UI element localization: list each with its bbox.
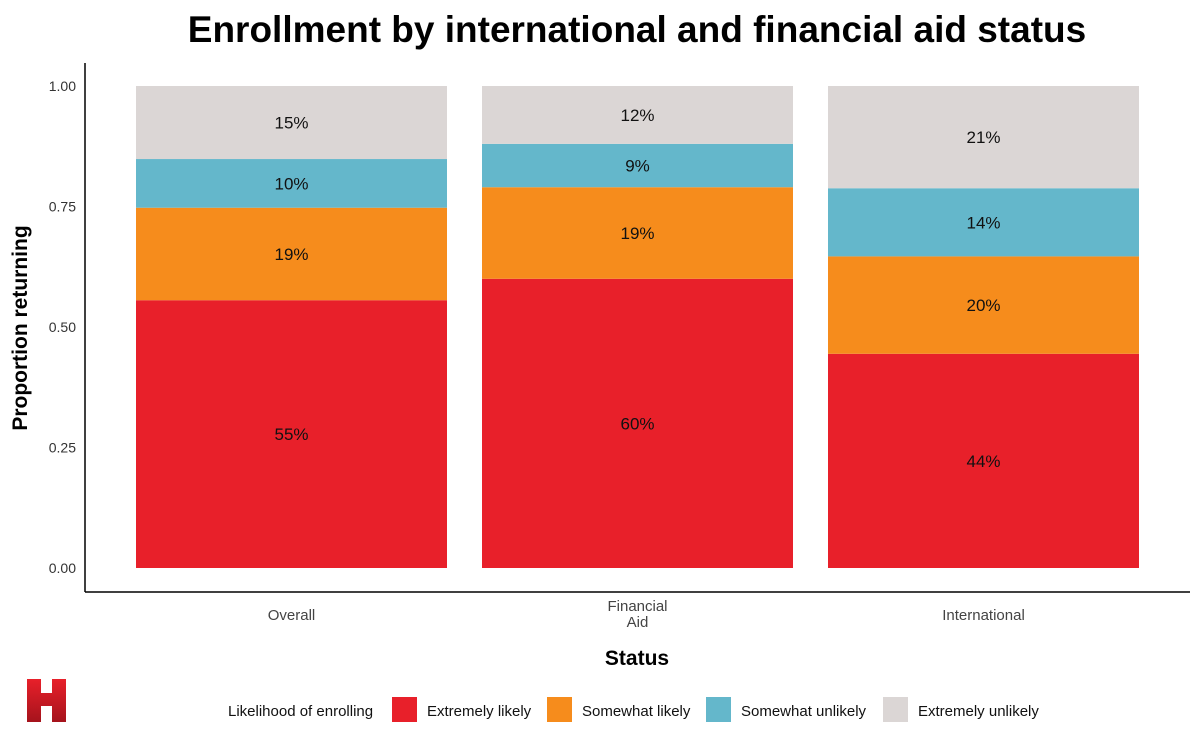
x-tick-label: International: [942, 607, 1025, 624]
bar-segment: [136, 300, 447, 568]
x-tick-label: Overall: [268, 607, 316, 624]
bar-segment: [828, 353, 1139, 568]
x-axis-title: Status: [605, 647, 669, 670]
y-tick-label: 0.00: [49, 560, 76, 576]
segment-label: 10%: [274, 174, 308, 193]
segment-label: 12%: [620, 106, 654, 125]
segment-label: 19%: [274, 245, 308, 264]
bar-segment: [828, 188, 1139, 257]
legend-title: Likelihood of enrolling: [228, 703, 373, 720]
segment-label: 15%: [274, 114, 308, 133]
bar-segment: [828, 86, 1139, 189]
legend-swatch: [392, 697, 417, 722]
y-axis-title: Proportion returning: [9, 225, 32, 430]
legend-label: Somewhat unlikely: [741, 703, 867, 720]
segment-label: 9%: [625, 157, 650, 176]
legend-swatch: [547, 697, 572, 722]
segment-label: 44%: [966, 452, 1000, 471]
segment-label: 14%: [966, 213, 1000, 232]
bar-segment: [482, 143, 793, 188]
legend-swatch: [706, 697, 731, 722]
segment-labels: 55% 19% 10% 15% 60% 19% 9% 12% 44% 20% 14% 21%: [274, 106, 1000, 471]
chart-title: Enrollment by international and financia…: [188, 9, 1086, 50]
bar-segment: [482, 278, 793, 568]
h-logo: [27, 679, 66, 722]
bar-segment: [482, 187, 793, 279]
segment-label: 20%: [966, 296, 1000, 315]
bar-segment: [136, 86, 447, 160]
y-axis-ticks: 0.00 0.25 0.50 0.75 1.00: [49, 78, 76, 576]
y-tick-label: 0.25: [49, 440, 76, 456]
y-tick-label: 0.75: [49, 199, 76, 215]
segment-label: 55%: [274, 425, 308, 444]
segment-label: 21%: [966, 128, 1000, 147]
segment-label: 19%: [620, 224, 654, 243]
legend-label: Extremely likely: [427, 703, 532, 720]
bar-segment: [136, 207, 447, 301]
bar-segment: [828, 256, 1139, 354]
bars: [136, 86, 1139, 568]
y-tick-label: 1.00: [49, 78, 76, 94]
segment-label: 60%: [620, 414, 654, 433]
legend-swatch: [883, 697, 908, 722]
bar-segment: [482, 86, 793, 144]
legend-label: Somewhat likely: [582, 703, 691, 720]
legend-label: Extremely unlikely: [918, 703, 1039, 720]
y-tick-label: 0.50: [49, 319, 76, 335]
x-axis-ticks: Overall Financial Aid International: [268, 598, 1025, 631]
x-tick-label: Financial Aid: [607, 598, 667, 631]
bar-segment: [136, 159, 447, 208]
legend: Likelihood of enrolling Extremely likely…: [228, 697, 1039, 722]
